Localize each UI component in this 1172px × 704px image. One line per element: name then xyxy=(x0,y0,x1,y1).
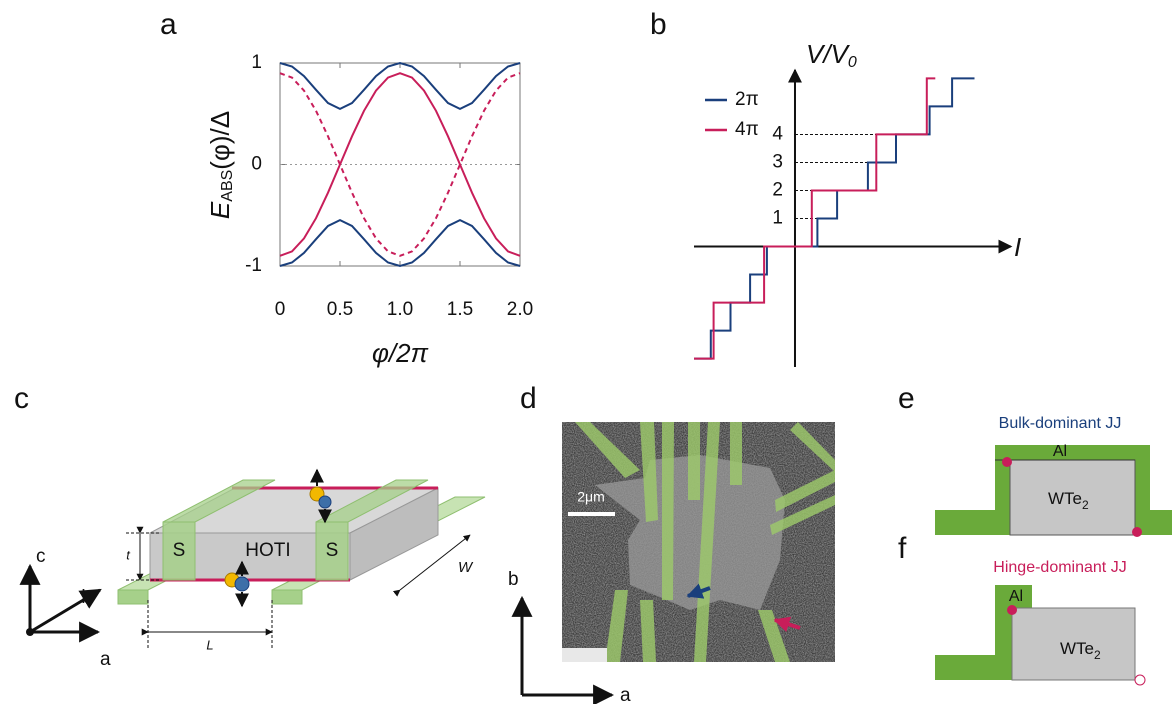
scale-bar-label: 2μm xyxy=(577,489,605,505)
y-label-sub: ABS xyxy=(219,170,236,202)
sem-image: 2μm b a xyxy=(508,422,835,704)
origin xyxy=(26,628,34,636)
legend-label: 4π xyxy=(735,119,759,140)
x-tick-label: 1.5 xyxy=(447,299,473,320)
panel-label: e xyxy=(898,382,915,415)
y-tick-label: -1 xyxy=(245,255,262,276)
electrode xyxy=(662,422,674,600)
figure: a b c d e f φ/2π EABS(φ)/Δ V/V0 I xyxy=(0,0,1172,704)
al-label: Al xyxy=(1053,443,1067,460)
junction-title: Bulk-dominant JJ xyxy=(999,415,1122,432)
series-line xyxy=(280,63,520,109)
hinge-dot xyxy=(1132,527,1142,537)
al-label: Al xyxy=(1009,588,1023,605)
particle xyxy=(319,496,331,508)
axis-label: b xyxy=(81,587,92,608)
panel-label: c xyxy=(14,382,29,415)
junction-bulk: Bulk-dominant JJ Al WTe2 xyxy=(935,415,1172,537)
hinge-dot xyxy=(1135,675,1145,685)
y-label-main: E xyxy=(205,201,235,219)
y-label-sub: 0 xyxy=(848,54,857,71)
y-tick-label: 4 xyxy=(772,123,783,144)
series-line xyxy=(280,220,520,266)
label: HOTI xyxy=(245,540,290,561)
device-schematic: S HOTI S t W L c b a xyxy=(26,470,485,670)
y-axis-label: V/V0 xyxy=(806,39,857,71)
panel-label: f xyxy=(898,532,907,565)
hinge-dot xyxy=(1002,457,1012,467)
x-tick-label: 1.0 xyxy=(387,299,413,320)
y-label-main: V/V xyxy=(806,39,851,69)
wte2-main: WTe xyxy=(1060,639,1094,658)
junction-title: Hinge-dominant JJ xyxy=(993,559,1126,576)
label: S xyxy=(173,540,186,561)
rail xyxy=(272,590,302,604)
x-axis-label: φ/2π xyxy=(372,338,429,368)
y-axis-label: EABS(φ)/Δ xyxy=(205,111,236,219)
junction-hinge: Hinge-dominant JJ Al WTe2 xyxy=(935,559,1145,685)
label: W xyxy=(458,559,474,576)
x-tick-label: 0 xyxy=(275,299,286,320)
label: t xyxy=(126,547,131,562)
y-tick-label: 0 xyxy=(251,154,262,175)
hinge-dot xyxy=(1007,605,1017,615)
y-tick-label: 1 xyxy=(251,52,262,73)
electrode xyxy=(688,422,700,500)
axis-label: c xyxy=(36,546,46,567)
label: L xyxy=(206,637,213,652)
wte2-sub: 2 xyxy=(1094,648,1101,662)
x-tick-label: 2.0 xyxy=(507,299,533,320)
y-tick-label: 3 xyxy=(772,151,783,172)
rail xyxy=(118,590,148,604)
y-tick-label: 2 xyxy=(772,179,783,200)
wte2-sub: 2 xyxy=(1082,498,1089,512)
y-label-rest: (φ)/Δ xyxy=(205,111,235,170)
image-edge xyxy=(562,648,607,662)
electrode xyxy=(730,422,742,485)
panel-label: a xyxy=(160,8,177,41)
axis-label: a xyxy=(100,649,111,670)
label: S xyxy=(326,540,339,561)
axis-label: a xyxy=(620,685,631,704)
x-tick-label: 0.5 xyxy=(327,299,353,320)
x-axis-label: I xyxy=(1014,232,1021,262)
panel-label: d xyxy=(520,382,537,415)
y-tick-label: 1 xyxy=(772,208,783,229)
wte2-main: WTe xyxy=(1048,489,1082,508)
panel-label: b xyxy=(650,8,667,41)
legend-label: 2π xyxy=(735,89,759,110)
axis-label: b xyxy=(508,569,519,590)
particle xyxy=(235,577,249,591)
